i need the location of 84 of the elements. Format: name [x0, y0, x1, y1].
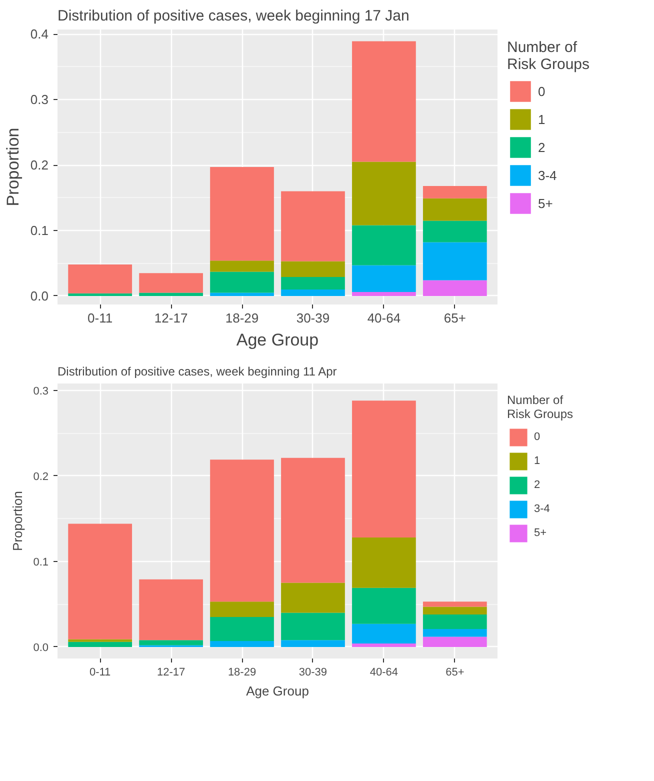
bar	[422, 636, 487, 647]
chart-title: Distribution of positive cases, week beginning 17 Jan	[58, 8, 410, 24]
bar	[352, 400, 416, 538]
legend-label: 1	[538, 112, 546, 126]
x-axis-title: Age Group	[236, 330, 319, 350]
bar	[210, 260, 274, 272]
bar	[210, 460, 274, 602]
bar	[210, 640, 274, 647]
bar	[352, 537, 416, 588]
y-tick-label: 0.4	[30, 26, 49, 42]
y-tick-label: 0.1	[30, 223, 49, 238]
bar	[210, 272, 274, 293]
bar	[352, 588, 416, 624]
legend-label: 2	[538, 140, 546, 154]
bar	[139, 273, 203, 293]
y-tick-label: 0.1	[33, 556, 49, 568]
bar	[281, 191, 345, 262]
legend-label: 1	[534, 455, 542, 467]
x-tick-label: 40-64	[370, 666, 398, 678]
y-tick-label: 0.2	[33, 470, 49, 483]
bar	[422, 242, 487, 280]
bar	[352, 162, 416, 226]
x-tick-label: 12-17	[156, 666, 186, 678]
bar	[422, 186, 487, 198]
legend-label: 5+	[538, 196, 554, 210]
x-tick-label: 12-17	[154, 310, 188, 326]
y-axis-title: Proportion	[10, 491, 26, 551]
y-tick-label: 0.3	[33, 385, 49, 398]
bar	[281, 458, 345, 583]
legend-title: Number of Risk Groups	[507, 39, 590, 73]
bar	[210, 167, 274, 261]
legend-label: 0	[538, 84, 546, 98]
bar	[352, 624, 416, 644]
bar	[210, 617, 274, 641]
x-axis-title: Age Group	[246, 684, 309, 698]
x-tick-label: 40-64	[367, 310, 401, 326]
legend-label: 3-4	[538, 168, 558, 182]
y-tick-label: 0.0	[30, 288, 49, 304]
legend-label: 3-4	[534, 503, 551, 515]
bar	[139, 579, 203, 640]
x-tick-label: 30-39	[296, 310, 330, 326]
bar	[281, 612, 345, 640]
x-tick-label: 65+	[444, 310, 466, 326]
x-tick-label: 18-29	[225, 310, 259, 326]
legend-label: 0	[534, 431, 542, 443]
bar	[281, 582, 345, 613]
x-tick-label: 30-39	[298, 666, 328, 678]
bar	[422, 614, 487, 629]
bar	[352, 225, 416, 266]
x-tick-label: 18-29	[228, 666, 256, 678]
x-tick-label: 0-11	[89, 666, 111, 678]
bar	[422, 280, 487, 296]
bar	[281, 289, 345, 296]
bar	[68, 524, 132, 640]
bar	[139, 640, 203, 646]
bar	[281, 261, 345, 277]
bar	[422, 602, 487, 607]
bar	[68, 639, 132, 642]
bar	[210, 292, 274, 296]
x-tick-label: 65+	[446, 666, 464, 678]
bar	[352, 292, 416, 296]
bar	[422, 628, 487, 637]
bar	[281, 640, 345, 647]
bar	[68, 642, 132, 647]
chart-title: Distribution of positive cases, week beginning 11 Apr	[58, 364, 337, 378]
bar	[68, 293, 132, 296]
y-axis-title: Proportion	[3, 128, 22, 206]
bar	[139, 292, 203, 296]
bar	[68, 264, 132, 294]
bar	[422, 220, 487, 242]
bar	[422, 606, 487, 614]
y-tick-label: 0.3	[30, 92, 49, 108]
legend-label: 2	[534, 479, 542, 491]
bar	[352, 41, 416, 162]
bar	[352, 265, 416, 292]
bar	[422, 198, 487, 221]
legend-label: 5+	[534, 527, 548, 539]
bar	[281, 277, 345, 290]
x-tick-label: 0-11	[88, 310, 113, 326]
y-tick-label: 0.0	[33, 642, 49, 654]
bar	[352, 644, 416, 647]
bar	[210, 602, 274, 618]
legend-title: Number of Risk Groups	[507, 393, 574, 421]
y-tick-label: 0.2	[30, 158, 49, 173]
